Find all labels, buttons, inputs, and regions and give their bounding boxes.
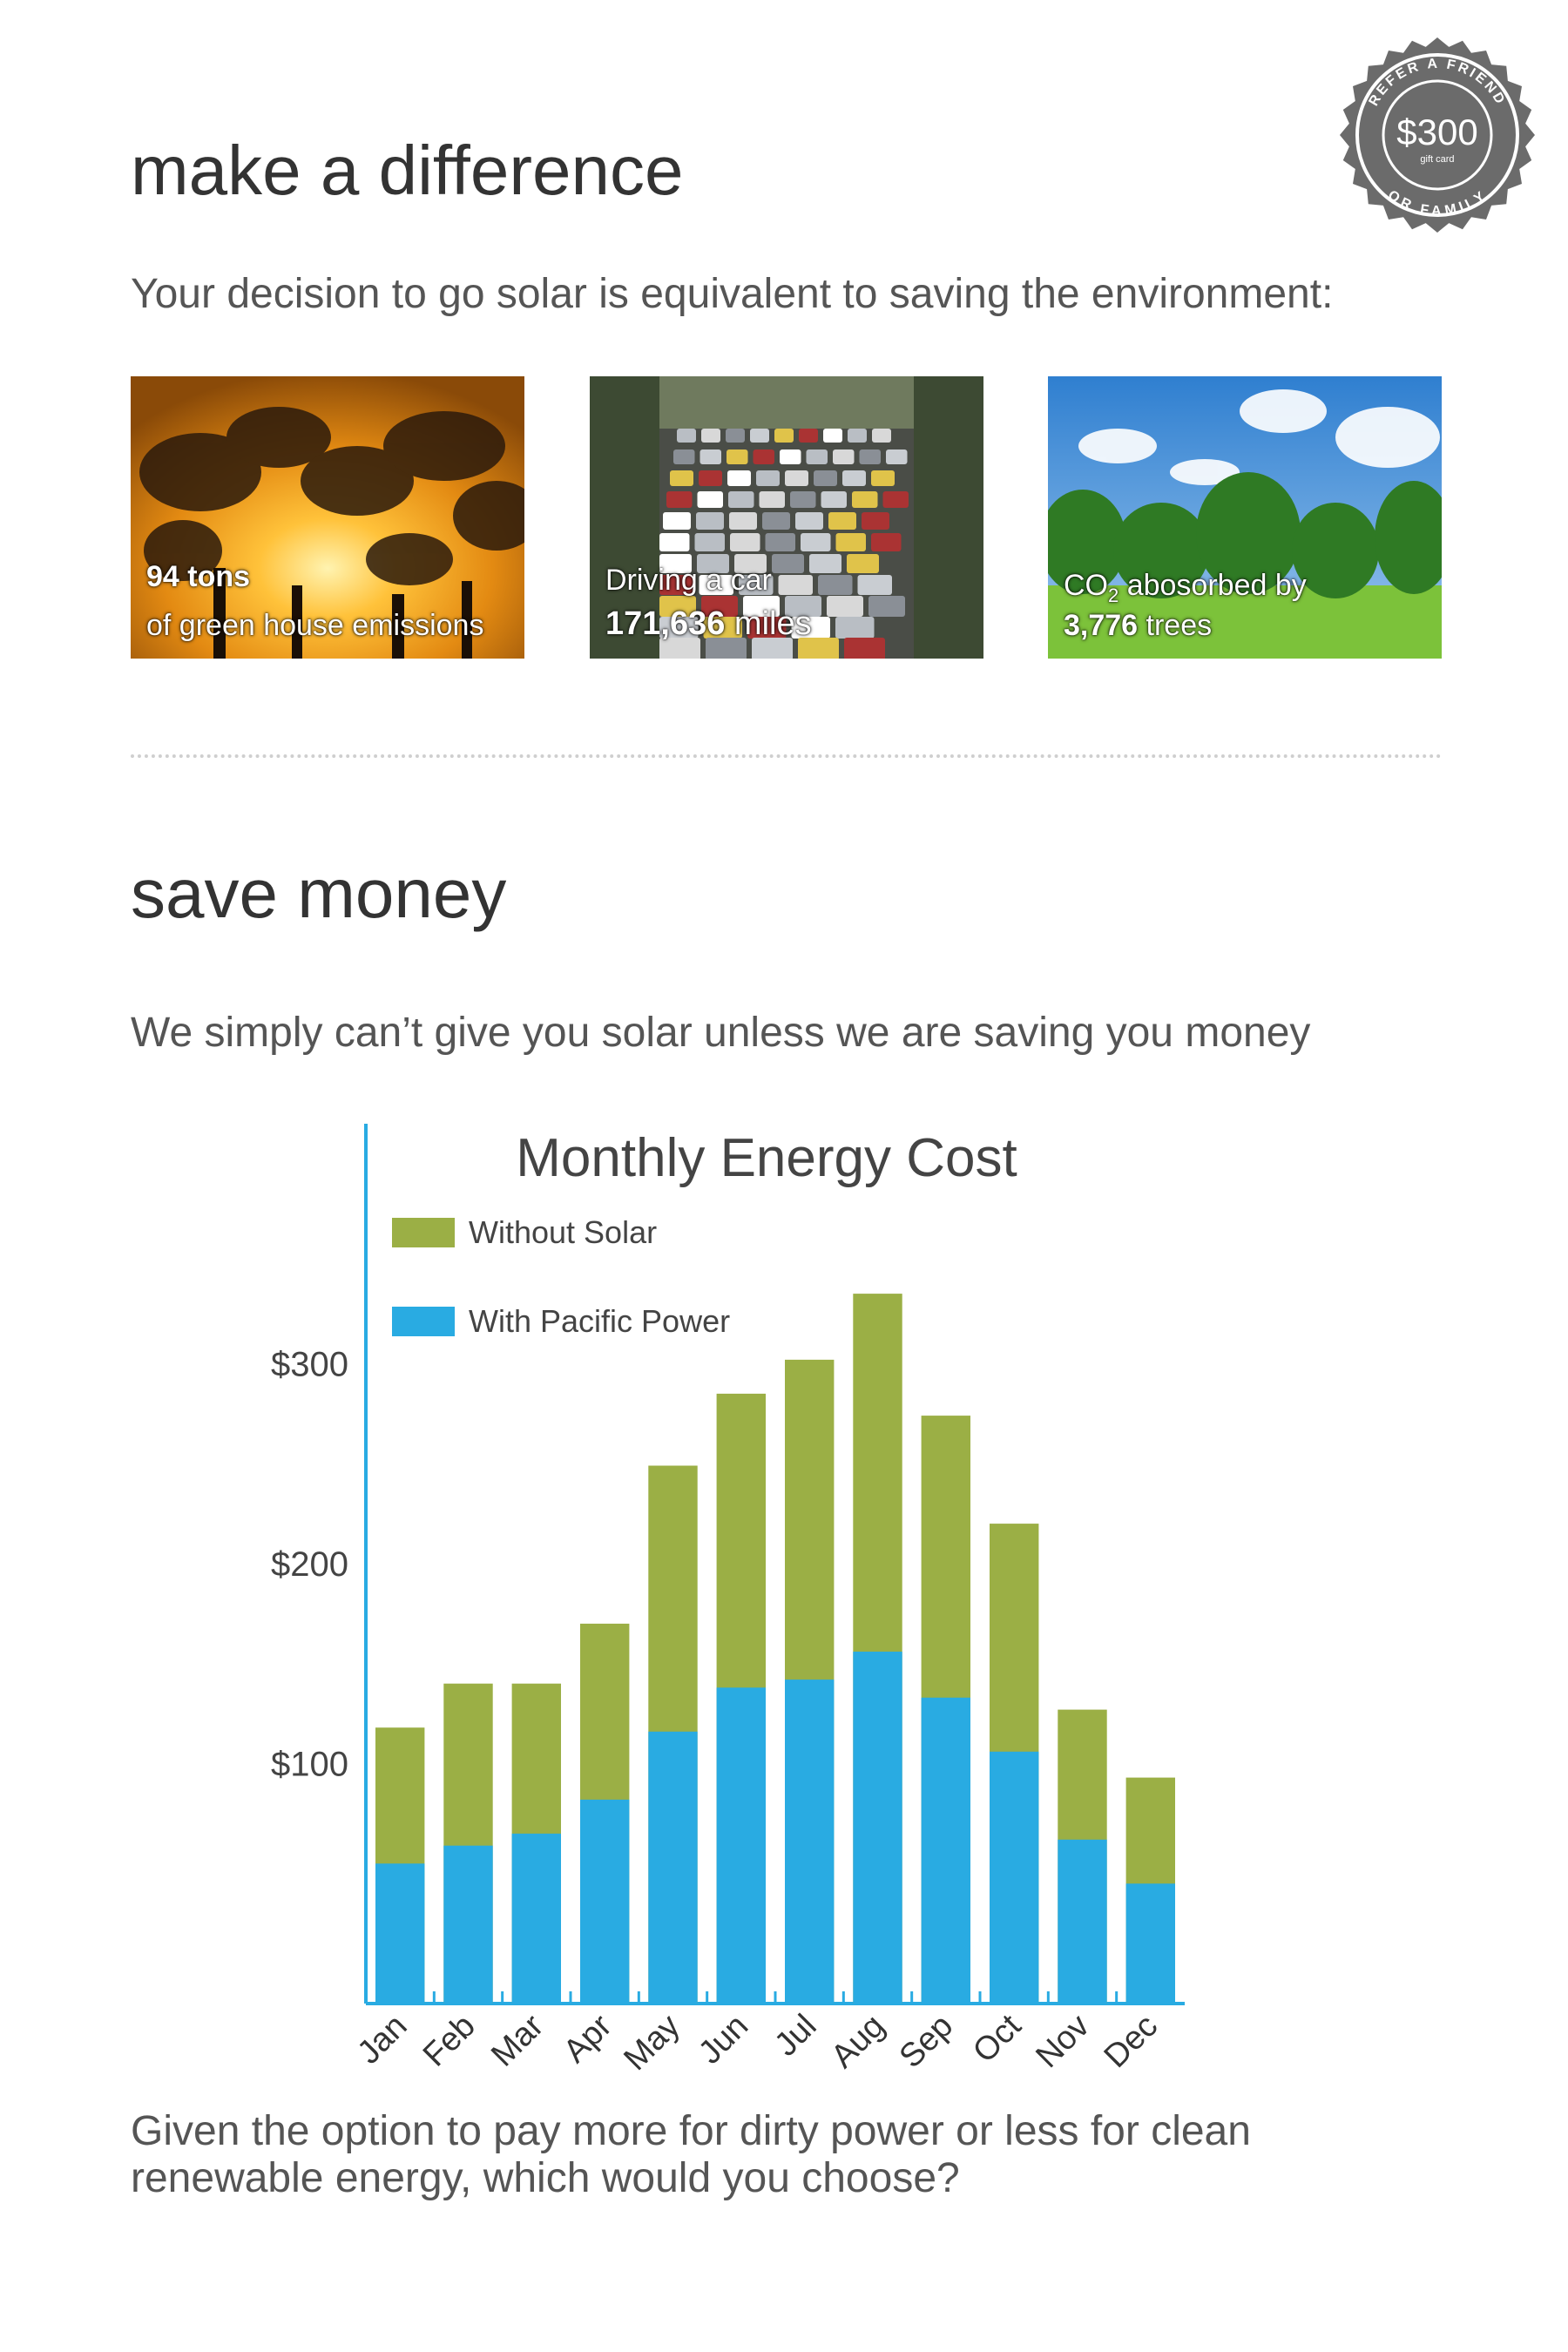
trees-label: CO2 abosorbed by xyxy=(1064,569,1307,606)
traffic-photo xyxy=(590,376,983,659)
section-divider xyxy=(131,754,1442,758)
forest-photo xyxy=(1048,376,1442,659)
trees-value: 3,776 trees xyxy=(1064,609,1213,642)
emissions-value: 94 tons xyxy=(146,560,251,593)
legend-swatch-0 xyxy=(392,1218,455,1247)
trees-tile: CO2 abosorbed by 3,776 trees xyxy=(1048,376,1442,659)
x-tick-label-aug: Aug xyxy=(824,2008,892,2076)
closing-line-1: Given the option to pay more for dirty p… xyxy=(131,2108,1251,2154)
bar-with-pacific-power-mar xyxy=(511,1833,561,2004)
section-heading-money: save money xyxy=(131,855,507,932)
smokestack-photo xyxy=(131,376,524,659)
legend-label-1: With Pacific Power xyxy=(469,1303,730,1339)
y-tick-label: $200 xyxy=(271,1545,348,1584)
monthly-energy-cost-chart: $100 $200 $300 Monthly Energy Cost Jan Feb Mar… xyxy=(271,1124,1185,2078)
environment-lead: Your decision to go solar is equivalent … xyxy=(131,271,1334,317)
bar-with-pacific-power-may xyxy=(648,1731,698,2004)
bar-with-pacific-power-oct xyxy=(990,1751,1039,2004)
x-tick-label-jun: Jun xyxy=(692,2008,755,2072)
x-tick-label-oct: Oct xyxy=(966,2007,1029,2070)
x-tick-label-apr: Apr xyxy=(557,2007,619,2070)
x-tick-label-mar: Mar xyxy=(484,2007,551,2073)
chart-title: Monthly Energy Cost xyxy=(516,1128,1017,1188)
x-tick-label-may: May xyxy=(617,2008,686,2078)
x-tick-label-sep: Sep xyxy=(893,2008,961,2076)
badge-amount: $300 xyxy=(1396,112,1477,152)
x-tick-label-nov: Nov xyxy=(1029,2008,1096,2075)
bar-with-pacific-power-feb xyxy=(443,1845,493,2004)
y-tick-label: $300 xyxy=(271,1345,348,1383)
bar-with-pacific-power-sep xyxy=(921,1697,970,2004)
driving-tile: Driving a car 171,636 miles xyxy=(590,376,983,659)
driving-label: Driving a car xyxy=(605,564,772,597)
legend-swatch-1 xyxy=(392,1307,455,1336)
bar-with-pacific-power-jan xyxy=(375,1863,425,2004)
x-tick-label-feb: Feb xyxy=(416,2008,483,2074)
bar-with-pacific-power-jul xyxy=(785,1680,835,2004)
x-tick-label-jan: Jan xyxy=(350,2008,414,2072)
money-lead: We simply can’t give you solar unless we… xyxy=(131,1010,1311,1056)
closing-line-2: renewable energy, which would you choose… xyxy=(131,2155,960,2201)
legend-label-0: Without Solar xyxy=(469,1214,657,1250)
bar-with-pacific-power-apr xyxy=(580,1799,630,2004)
section-heading-environment: make a difference xyxy=(131,132,684,209)
x-tick-label-dec: Dec xyxy=(1098,2008,1165,2075)
bar-with-pacific-power-nov xyxy=(1058,1839,1107,2004)
badge-sub: gift card xyxy=(1420,154,1454,165)
refer-a-friend-badge: REFER A FRIEND OR FAMILY $300 gift card xyxy=(1340,37,1535,233)
driving-value: 171,636 miles xyxy=(605,605,812,642)
closing-question: Given the option to pay more for dirty p… xyxy=(131,2108,1437,2202)
bar-with-pacific-power-dec xyxy=(1125,1883,1175,2004)
emissions-label: of green house emissions xyxy=(146,609,484,642)
badge-seal-icon xyxy=(1340,37,1535,233)
emissions-tile: 94 tons of green house emissions xyxy=(131,376,524,659)
bar-with-pacific-power-aug xyxy=(853,1652,902,2004)
x-tick-label-jul: Jul xyxy=(767,2008,823,2064)
bar-with-pacific-power-jun xyxy=(716,1687,766,2004)
y-tick-label: $100 xyxy=(271,1746,348,1784)
